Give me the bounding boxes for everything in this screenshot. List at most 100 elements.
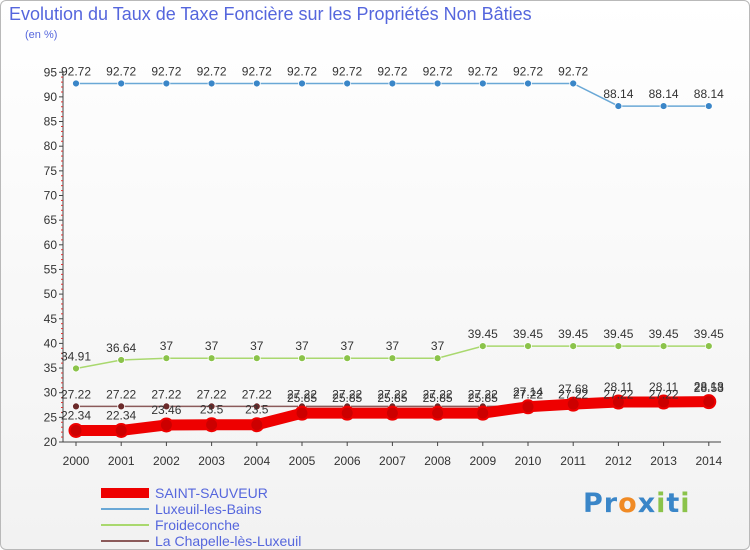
y-tick-label: 65 <box>44 213 58 227</box>
legend-swatch-luxeuil-les-bains <box>101 508 149 510</box>
data-label: 22.34 <box>106 408 136 422</box>
y-tick-label: 25 <box>44 410 58 424</box>
chart-title: Evolution du Taux de Taxe Foncière sur l… <box>9 4 532 24</box>
data-label: 39.45 <box>558 327 588 341</box>
data-point <box>433 79 442 88</box>
data-point <box>298 354 306 363</box>
data-label: 92.72 <box>106 64 136 78</box>
data-label: 88.14 <box>694 87 724 101</box>
data-point <box>520 399 536 415</box>
data-label: 92.72 <box>513 64 543 78</box>
logo-letter: i <box>656 488 667 519</box>
x-tick-label: 2011 <box>560 454 586 468</box>
data-point <box>117 356 126 364</box>
data-point <box>252 79 261 88</box>
data-point <box>569 79 578 88</box>
data-label: 27.22 <box>106 387 136 401</box>
x-tick-label: 2001 <box>108 454 135 468</box>
y-tick-label: 55 <box>44 262 58 276</box>
data-label: 27.22 <box>513 387 543 401</box>
data-point <box>343 354 352 363</box>
data-point <box>162 354 171 363</box>
data-label: 37 <box>205 339 219 353</box>
data-label: 27.22 <box>423 387 453 401</box>
data-label: 92.72 <box>242 64 272 78</box>
x-tick-label: 2009 <box>469 454 496 468</box>
unit-label: (en %) <box>25 29 58 41</box>
data-point <box>384 405 400 421</box>
data-label: 37 <box>341 339 355 353</box>
y-tick-label: 40 <box>44 336 58 350</box>
data-point <box>207 354 216 363</box>
data-label: 28.18 <box>694 380 724 394</box>
x-tick-label: 2000 <box>63 454 90 468</box>
y-tick-label: 20 <box>44 435 58 449</box>
logo-letter: o <box>618 488 638 519</box>
data-point <box>252 402 261 411</box>
x-tick-label: 2007 <box>379 454 406 468</box>
data-label: 28.53 <box>694 381 724 395</box>
data-label: 92.72 <box>558 64 588 78</box>
x-tick-label: 2010 <box>515 454 542 468</box>
data-point <box>207 79 216 88</box>
data-point <box>388 79 397 88</box>
data-label: 27.68 <box>558 382 588 396</box>
data-point <box>524 79 532 88</box>
data-label: 37 <box>386 339 400 353</box>
data-label: 27.22 <box>468 387 498 401</box>
data-label: 34.91 <box>61 349 91 363</box>
data-point <box>524 342 532 351</box>
data-point <box>298 79 306 88</box>
x-tick-label: 2014 <box>695 454 722 468</box>
data-label: 28.11 <box>649 380 678 394</box>
data-point <box>475 405 491 421</box>
data-label: 27.22 <box>558 387 588 401</box>
data-point <box>478 342 487 351</box>
data-label: 92.72 <box>377 64 407 78</box>
data-point <box>117 79 126 88</box>
x-tick-label: 2013 <box>650 454 677 468</box>
data-point <box>117 402 126 411</box>
data-point <box>430 405 446 421</box>
data-label: 27.22 <box>197 387 227 401</box>
data-label: 27.22 <box>377 387 407 401</box>
data-point <box>565 396 581 412</box>
data-label: 92.72 <box>61 64 91 78</box>
x-tick-label: 2003 <box>198 454 225 468</box>
data-label: 27.22 <box>332 387 362 401</box>
data-label: 92.72 <box>151 64 181 78</box>
logo-letter: x <box>637 488 657 519</box>
y-tick-label: 90 <box>44 90 58 104</box>
data-label: 27.14 <box>513 385 543 399</box>
data-point <box>614 342 623 351</box>
y-tick-label: 70 <box>44 189 58 203</box>
data-point <box>614 102 623 110</box>
x-tick-label: 2004 <box>243 454 270 468</box>
x-tick-label: 2006 <box>334 454 361 468</box>
legend-label: SAINT-SAUVEUR <box>155 485 268 501</box>
y-tick-label: 45 <box>44 312 58 326</box>
data-point <box>68 422 84 438</box>
line-chart: 20 25 30 35 40 45 50 55 60 65 70 75 80 85 90 95 2000 2001… <box>44 64 724 468</box>
x-tick-label: 2005 <box>289 454 316 468</box>
legend-swatch-saint-sauveur <box>101 488 149 498</box>
data-label: 37 <box>160 339 174 353</box>
data-label: 25.85 <box>423 391 453 405</box>
logo-letter: t <box>666 488 681 519</box>
data-point <box>72 364 80 373</box>
legend-label: La Chapelle-lès-Luxeuil <box>155 533 302 549</box>
y-tick-label: 95 <box>44 65 58 79</box>
data-point <box>113 422 129 438</box>
legend-label: Froideconche <box>155 517 240 533</box>
legend-swatch-la-chapelle-les-luxeuil <box>101 540 149 542</box>
data-label: 25.85 <box>468 391 498 405</box>
data-label: 39.45 <box>603 327 633 341</box>
y-tick-label: 80 <box>44 139 58 153</box>
y-tick-label: 60 <box>44 238 58 252</box>
data-label: 25.85 <box>287 391 317 405</box>
data-point <box>162 79 171 88</box>
data-label: 27.22 <box>603 387 633 401</box>
data-label: 39.45 <box>468 327 498 341</box>
data-label: 25.85 <box>332 391 362 405</box>
